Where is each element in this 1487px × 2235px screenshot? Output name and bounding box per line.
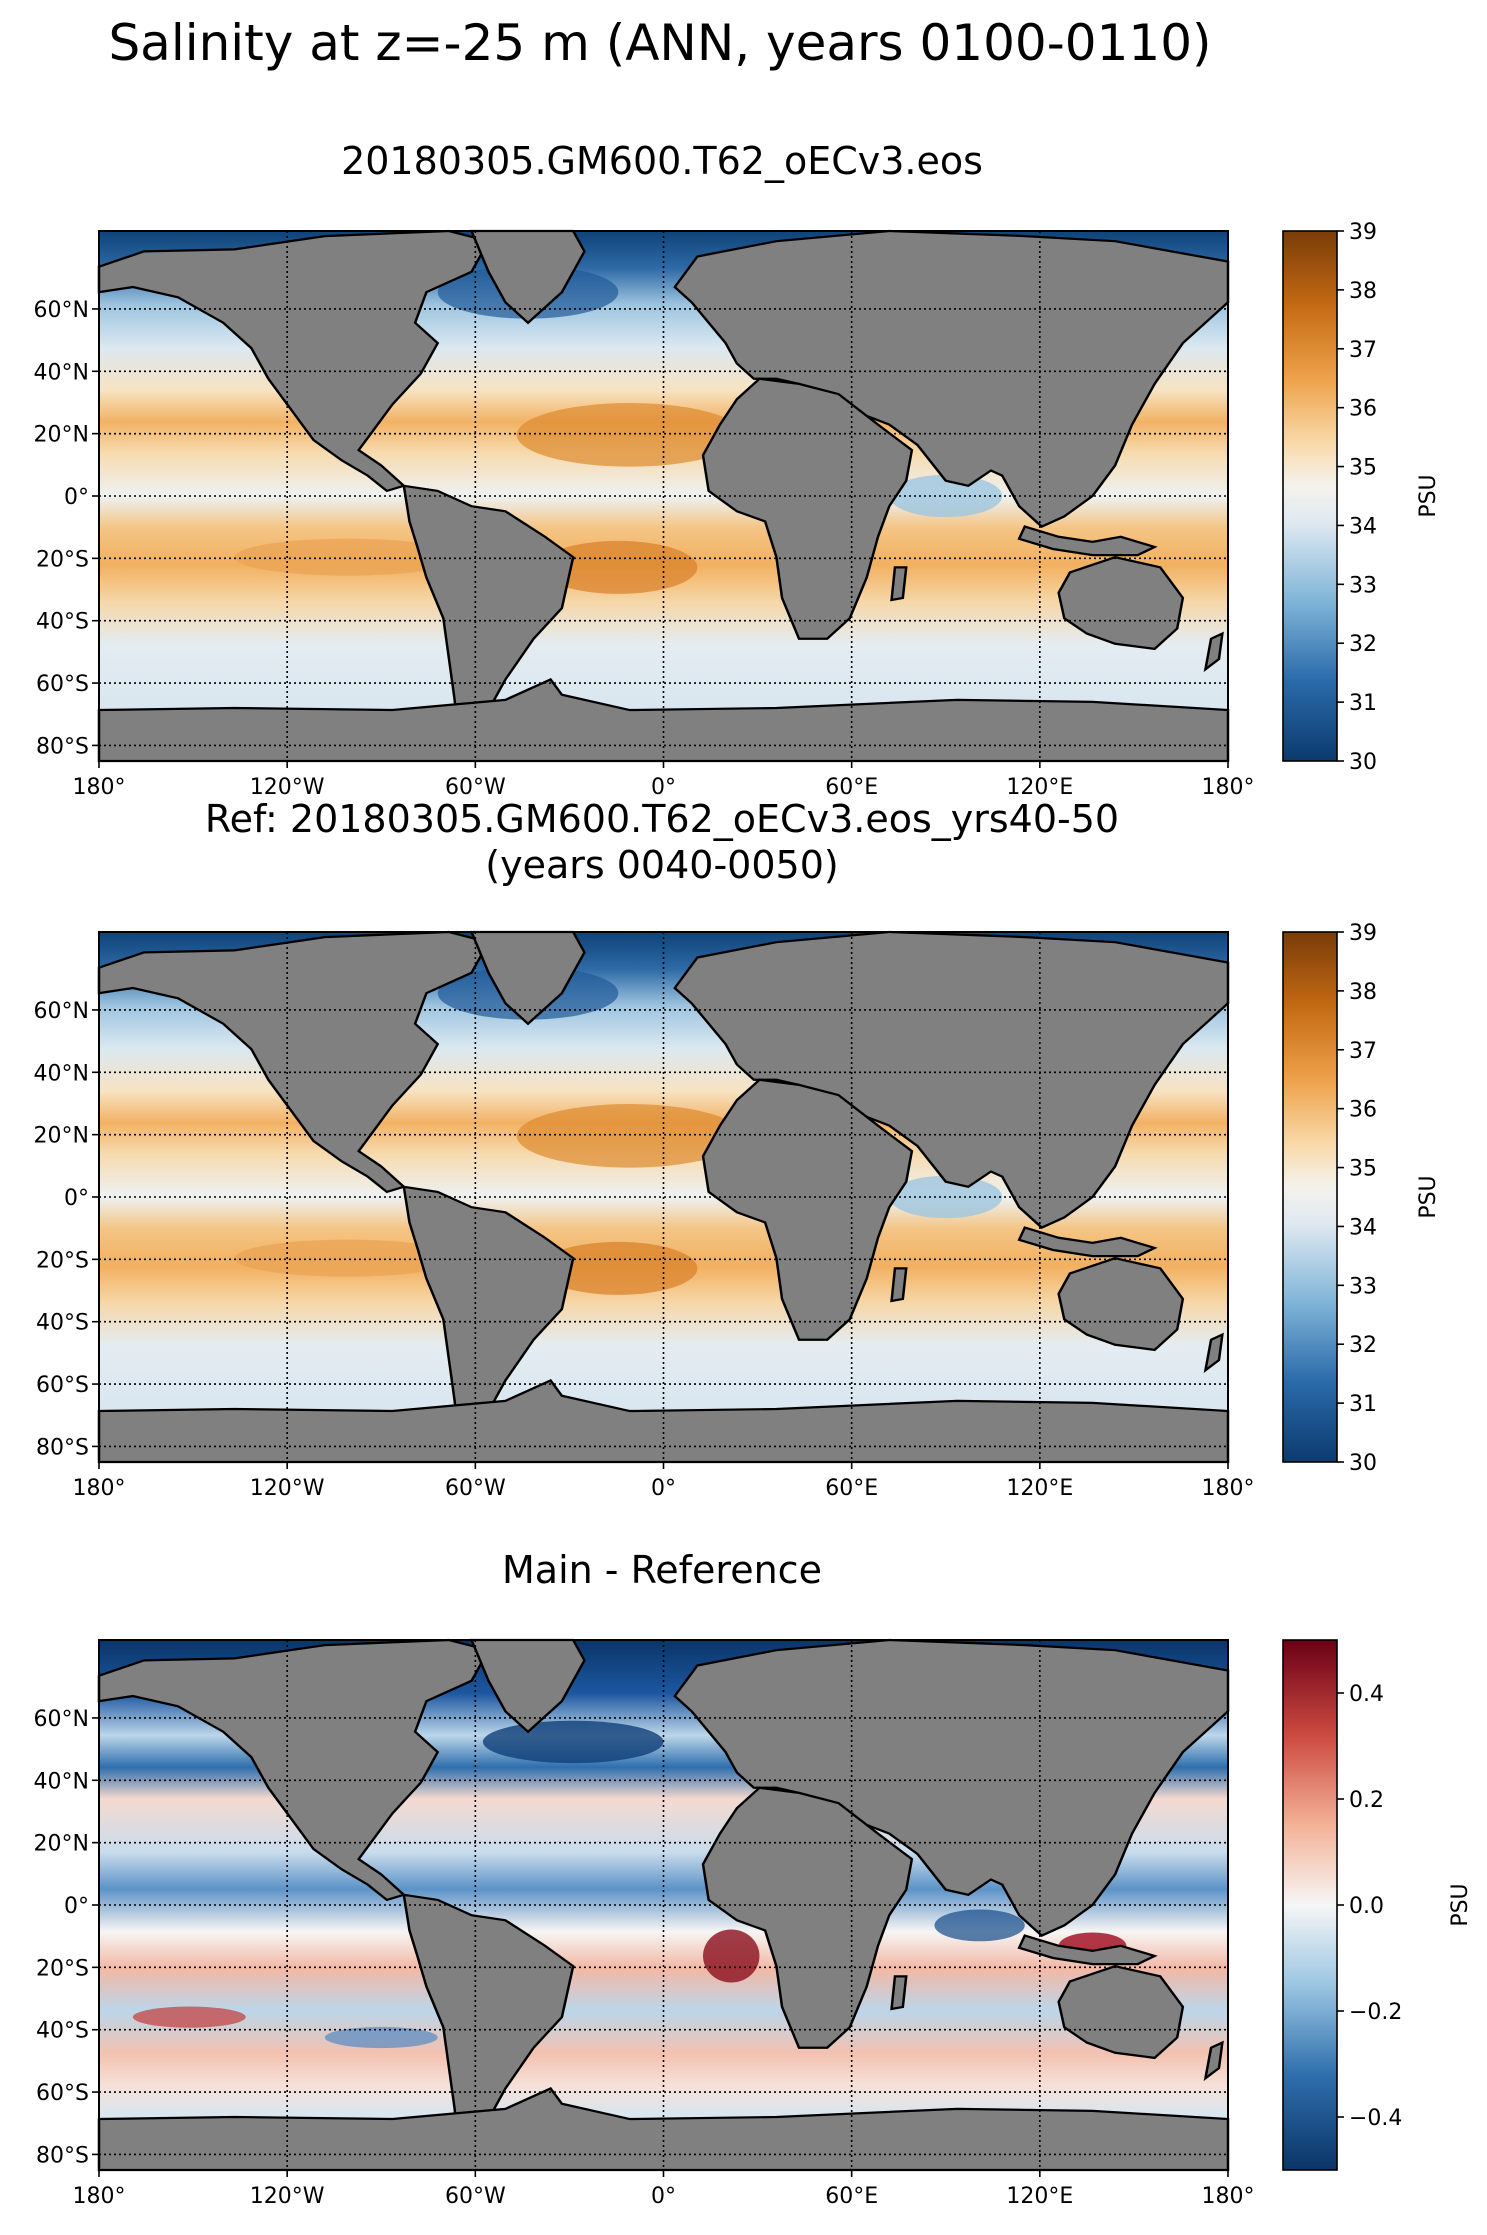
colorbar-tick-label: 32: [1349, 632, 1377, 657]
colorbar-tick-label: 34: [1349, 1215, 1377, 1240]
panel-title-difference: Main - Reference: [502, 1548, 822, 1592]
x-tick-label: 120°E: [1006, 775, 1073, 800]
figure-title: Salinity at z=-25 m (ANN, years 0100-011…: [108, 14, 1212, 72]
colorbar-label: PSU: [1416, 474, 1441, 517]
x-tick-label: 180°: [1202, 1476, 1255, 1501]
y-tick-label: 20°N: [34, 423, 89, 448]
x-tick-label: 60°W: [445, 1476, 506, 1501]
colorbar-tick-label: 39: [1349, 921, 1377, 946]
colorbar-tick-label: 30: [1349, 1451, 1377, 1476]
x-tick-label: 60°E: [825, 775, 878, 800]
y-tick-label: 40°S: [36, 1311, 89, 1336]
y-tick-label: 20°S: [36, 547, 89, 572]
y-tick-label: 60°N: [34, 999, 89, 1024]
x-tick-label: 180°: [73, 2184, 126, 2209]
y-tick-label: 80°S: [36, 1435, 89, 1460]
x-tick-label: 60°E: [825, 2184, 878, 2209]
colorbar-label: PSU: [1416, 1175, 1441, 1218]
y-tick-label: 60°S: [36, 2081, 89, 2106]
colorbar-tick-label: 38: [1349, 279, 1377, 304]
colorbar-tick-label: 0.2: [1349, 1788, 1384, 1813]
colorbar-tick-label: 37: [1349, 338, 1377, 363]
x-tick-label: 180°: [73, 1476, 126, 1501]
y-tick-label: 60°N: [34, 1707, 89, 1732]
colorbar-label: PSU: [1448, 1883, 1473, 1926]
y-tick-label: 20°S: [36, 1956, 89, 1981]
x-tick-label: 60°E: [825, 1476, 878, 1501]
colorbar-tick-label: 30: [1349, 750, 1377, 775]
colorbar-tick-label: 33: [1349, 573, 1377, 598]
y-tick-label: 0°: [64, 1894, 89, 1919]
colorbar-tick-label: 36: [1349, 1098, 1377, 1123]
colorbar: 30 31 32 33 34 35 36 37 38 39 PSU: [1282, 921, 1441, 1476]
graticule: [99, 1640, 1228, 2170]
x-tick-label: 120°E: [1006, 2184, 1073, 2209]
y-tick-label: 40°N: [34, 1769, 89, 1794]
x-tick-label: 180°: [73, 775, 126, 800]
graticule: [99, 231, 1228, 761]
panel-title-reference-line2: (years 0040-0050): [485, 843, 839, 887]
x-tick-label: 0°: [651, 2184, 676, 2209]
y-tick-label: 40°S: [36, 2019, 89, 2044]
colorbar-tick-label: 31: [1349, 1392, 1377, 1417]
x-tick-label: 120°W: [250, 1476, 325, 1501]
map-panel-0: 60°N 40°N 20°N 0° 20°S 40°S 60°S 80°S 180° 120°W 6…: [34, 220, 1441, 800]
map-panel-2: 60°N 40°N 20°N 0° 20°S 40°S 60°S 80°S 180° 120°W 6…: [34, 1638, 1473, 2209]
y-tick-label: 0°: [64, 1186, 89, 1211]
colorbar-tick-label: 0.0: [1349, 1894, 1384, 1919]
colorbar-tick-label: 35: [1349, 1157, 1377, 1182]
x-tick-label: 180°: [1202, 775, 1255, 800]
y-tick-label: 0°: [64, 485, 89, 510]
x-tick-label: 0°: [651, 1476, 676, 1501]
y-tick-label: 20°N: [34, 1124, 89, 1149]
x-tick-label: 60°W: [445, 775, 506, 800]
colorbar-tick-label: 34: [1349, 514, 1377, 539]
panel-title-reference: Ref: 20180305.GM600.T62_oECv3.eos_yrs40-…: [97, 796, 1227, 888]
graticule: [99, 932, 1228, 1462]
x-tick-label: 120°E: [1006, 1476, 1073, 1501]
y-tick-label: 60°N: [34, 298, 89, 323]
colorbar: 30 31 32 33 34 35 36 37 38 39 PSU: [1282, 220, 1441, 775]
x-tick-label: 120°W: [250, 775, 325, 800]
x-tick-label: 180°: [1202, 2184, 1255, 2209]
y-tick-label: 40°N: [34, 360, 89, 385]
colorbar-tick-label: 31: [1349, 691, 1377, 716]
colorbar-tick-label: 39: [1349, 220, 1377, 245]
colorbar-tick-label: 38: [1349, 980, 1377, 1005]
colorbar-tick-label: 36: [1349, 397, 1377, 422]
colorbar-tick-label: 0.4: [1349, 1682, 1384, 1707]
colorbar-tick-label: −0.4: [1349, 2106, 1402, 2131]
y-tick-label: 60°S: [36, 1373, 89, 1398]
y-tick-label: 20°S: [36, 1248, 89, 1273]
y-tick-label: 80°S: [36, 734, 89, 759]
x-tick-label: 120°W: [250, 2184, 325, 2209]
y-tick-label: 20°N: [34, 1832, 89, 1857]
y-tick-label: 40°S: [36, 610, 89, 635]
x-tick-label: 0°: [651, 775, 676, 800]
colorbar-tick-label: 37: [1349, 1039, 1377, 1064]
x-tick-label: 60°W: [445, 2184, 506, 2209]
y-tick-label: 80°S: [36, 2143, 89, 2168]
colorbar-tick-label: 35: [1349, 456, 1377, 481]
map-panel-1: 60°N 40°N 20°N 0° 20°S 40°S 60°S 80°S 180° 120°W 6…: [34, 921, 1441, 1501]
panel-title-reference-line1: Ref: 20180305.GM600.T62_oECv3.eos_yrs40-…: [204, 797, 1120, 841]
panel-title-main: 20180305.GM600.T62_oECv3.eos: [341, 139, 983, 183]
colorbar-tick-label: 33: [1349, 1274, 1377, 1299]
colorbar: −0.4 −0.2 0.0 0.2 0.4 PSU: [1282, 1639, 1473, 2171]
colorbar-tick-label: −0.2: [1349, 2000, 1402, 2025]
colorbar-tick-label: 32: [1349, 1333, 1377, 1358]
y-tick-label: 40°N: [34, 1061, 89, 1086]
y-tick-label: 60°S: [36, 672, 89, 697]
